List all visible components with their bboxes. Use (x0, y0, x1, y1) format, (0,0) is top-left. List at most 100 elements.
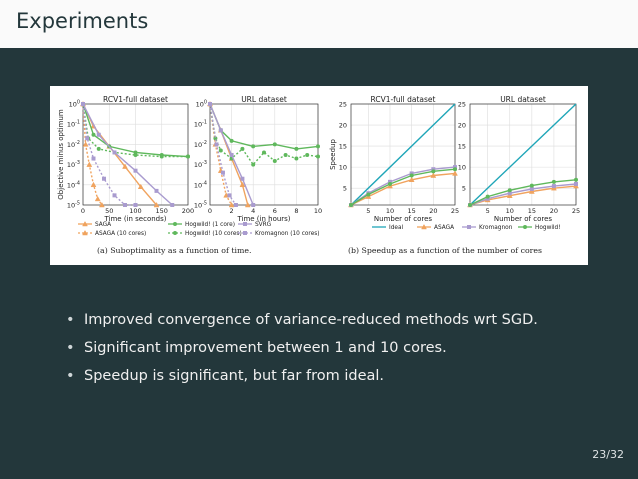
data-point (240, 146, 245, 151)
data-point (349, 203, 353, 207)
x-tick-label: 0 (208, 207, 212, 215)
chart-title: URL dataset (500, 95, 546, 104)
series-line (350, 103, 456, 206)
data-point (133, 168, 138, 173)
y-tick-label: 10 (339, 164, 347, 172)
legend-marker (82, 220, 88, 227)
data-point (468, 203, 472, 207)
series-line (82, 103, 103, 206)
y-tick-label: 15 (458, 143, 466, 151)
data-point (507, 191, 512, 196)
x-tick-label: 200 (182, 207, 194, 215)
x-tick-label: 20 (429, 207, 437, 215)
data-point (294, 156, 299, 161)
data-point (133, 152, 138, 157)
y-tick-label: 20 (339, 122, 347, 130)
x-tick-label: 10 (314, 207, 322, 215)
y-tick-label: 5 (343, 185, 347, 193)
y-tick-label: 10-5 (194, 201, 207, 210)
y-tick-label: 10-2 (194, 140, 207, 149)
data-point (430, 172, 437, 178)
x-tick-label: 150 (156, 207, 168, 215)
series-line (209, 103, 233, 206)
data-point (251, 144, 256, 149)
legend-label: Kromagnon (479, 225, 513, 231)
legend-marker (243, 222, 247, 226)
series-line (82, 103, 158, 206)
data-point (388, 181, 392, 186)
data-point (239, 181, 246, 188)
series-line (469, 183, 577, 206)
data-point (218, 148, 223, 153)
data-point (485, 196, 490, 201)
data-point (453, 167, 457, 172)
y-tick-label: 10-4 (194, 180, 207, 189)
data-point (529, 183, 534, 188)
x-tick-label: 2 (230, 207, 234, 215)
series-line (469, 103, 577, 206)
legend-label: Hogwild! (1 core) (185, 222, 235, 228)
x-axis-label: Time (in hours) (236, 215, 290, 223)
data-point (154, 188, 159, 193)
data-point (316, 144, 320, 149)
bullet-item: • Significant improvement between 1 and 1… (62, 334, 538, 362)
x-tick-label: 25 (572, 207, 580, 215)
data-point (208, 102, 212, 106)
x-tick-label: 6 (273, 207, 277, 215)
figure-caption-a: (a) Suboptimality as a function of time. (97, 246, 251, 255)
page-number: 23/32 (592, 448, 624, 461)
data-point (408, 176, 415, 182)
bullet-dot-icon: • (66, 312, 75, 328)
data-point (220, 170, 225, 175)
x-tick-label: 5 (486, 207, 490, 215)
data-point (170, 203, 175, 207)
data-point (262, 150, 266, 155)
data-point (90, 181, 97, 188)
x-tick-label: 50 (105, 207, 113, 215)
x-tick-label: 0 (81, 207, 85, 215)
chart-title: URL dataset (241, 95, 287, 104)
x-tick-label: 20 (550, 207, 558, 215)
legend-marker (82, 229, 88, 236)
y-tick-label: 15 (339, 143, 347, 151)
legend-marker (523, 225, 527, 229)
series-line (82, 103, 189, 158)
bullet-text: Speedup is significant, but far from ide… (84, 368, 385, 384)
y-tick-label: 25 (458, 101, 466, 109)
figure-caption-b: (b) Speedup as a function of the number … (348, 246, 542, 255)
y-tick-label: 25 (339, 101, 347, 109)
legend-marker (421, 223, 427, 230)
data-point (96, 132, 101, 137)
data-point (574, 181, 578, 186)
data-point (82, 141, 89, 147)
plot-frame (350, 103, 456, 206)
legend-label: SAGA (95, 222, 111, 228)
data-point (102, 176, 106, 181)
x-axis-label: Time (in seconds) (103, 215, 166, 223)
y-tick-label: 100 (69, 100, 80, 109)
data-point (294, 146, 299, 151)
y-tick-label: 10-4 (67, 180, 80, 189)
data-point (409, 173, 414, 178)
legend-marker (243, 231, 247, 235)
x-tick-label: 5 (366, 207, 370, 215)
legend-marker (467, 225, 471, 229)
data-point (272, 159, 277, 164)
y-tick-label: 10-1 (67, 120, 80, 129)
data-point (240, 176, 245, 181)
bullet-list: • Improved convergence of variance-reduce… (62, 306, 538, 390)
series-line (82, 103, 173, 206)
data-point (213, 136, 218, 141)
bullet-dot-icon: • (66, 340, 75, 356)
x-tick-label: 100 (129, 207, 141, 215)
data-point (227, 193, 232, 198)
y-axis-label: Speedup (329, 139, 337, 170)
data-point (112, 150, 117, 155)
data-point (91, 132, 96, 137)
bullet-text: Improved convergence of variance-reduced… (84, 312, 538, 328)
legend-label: Hogwild! (535, 225, 561, 231)
data-point (85, 136, 90, 141)
series-line (350, 172, 456, 206)
y-tick-label: 100 (196, 100, 207, 109)
